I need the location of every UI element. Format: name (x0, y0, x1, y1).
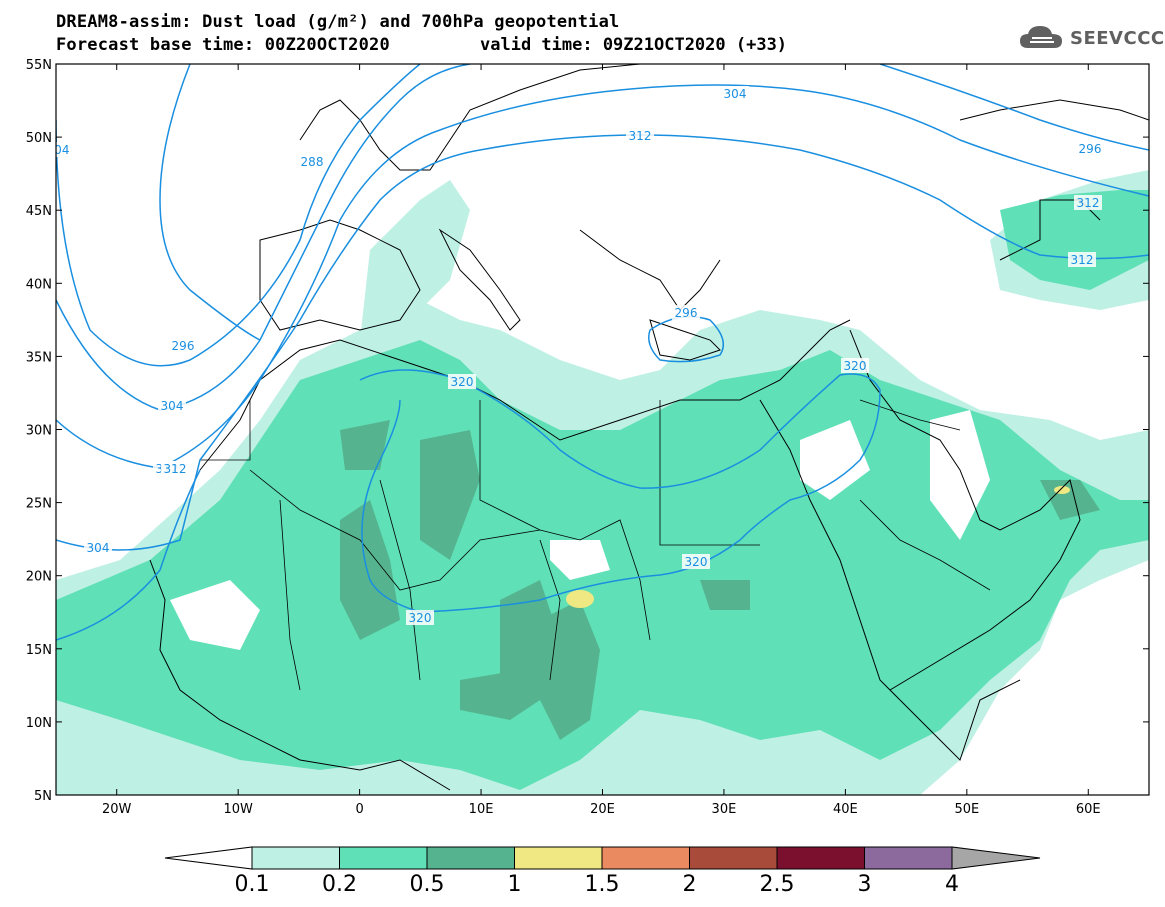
lat-label: 5N (34, 789, 52, 804)
lat-label: 25N (26, 497, 52, 512)
contour-label: 312 (1077, 196, 1100, 210)
contour-label: 296 (1079, 142, 1102, 156)
valid-time: valid time: 09Z21OCT2020 (+33) (480, 35, 788, 55)
colorbar-label: 4 (945, 872, 959, 897)
lat-label: 50N (26, 131, 52, 146)
contour-label-bg (56, 142, 72, 157)
lon-label: 10W (223, 802, 253, 817)
contour-label: 304 (161, 399, 184, 413)
logo-text: SEEVCCC (1070, 27, 1165, 49)
contour-label-bg (298, 154, 326, 169)
contour-label: 320 (685, 555, 708, 569)
contour-label: 312 (1071, 253, 1094, 267)
lon-label: 50E (954, 802, 979, 817)
contour-label-bg (169, 338, 197, 353)
geopotential-contours (56, 64, 1149, 641)
lat-label: 35N (26, 350, 52, 365)
contour-label-bg (1068, 252, 1096, 267)
contour-label-bg (841, 358, 869, 373)
lon-label: 30E (712, 802, 737, 817)
lon-label: 20W (102, 802, 132, 817)
lon-label: 10E (469, 802, 494, 817)
contour-label-bg (1074, 195, 1102, 210)
contour-label: 320 (451, 375, 474, 389)
colorbar-over-triangle (951, 846, 1041, 870)
lon-label: 20E (590, 802, 615, 817)
dust-level-0-5 (340, 420, 1100, 740)
colorbar-swatch (776, 846, 865, 870)
country-borders (200, 399, 991, 691)
colorbar-swatch (426, 846, 515, 870)
contour-label: 296 (172, 339, 195, 353)
contour-label: 304 (724, 87, 747, 101)
contour-label: 288 (301, 155, 324, 169)
contour-label-bg (84, 540, 112, 555)
lat-label: 20N (26, 570, 52, 585)
contour-label-bg (1076, 141, 1104, 156)
contour-label: 312 (629, 129, 652, 143)
lat-label: 40N (26, 277, 52, 292)
contour-label-bg (161, 461, 189, 476)
colorbar-label: 0.1 (235, 872, 270, 897)
lat-label: 55N (26, 58, 52, 73)
contour-label-group: 304 312 296 288 296 304 312 320 320 320 320 304 312 3… (47, 86, 1104, 625)
colorbar-label: 3 (858, 872, 872, 897)
contour-label: 312 (164, 462, 187, 476)
coastlines (149, 64, 1149, 791)
contour-label: 320 (409, 611, 432, 625)
colorbar-label: 0.2 (322, 872, 357, 897)
colorbar-label: 1 (508, 872, 522, 897)
lat-label: 45N (26, 204, 52, 219)
colorbar-swatch (601, 846, 690, 870)
forecast-base-time: Forecast base time: 00Z20OCT2020 (56, 35, 390, 55)
cloud-icon (1020, 26, 1062, 48)
lat-label: 10N (26, 716, 52, 731)
contour-label-bg (448, 374, 476, 389)
map-title: DREAM8-assim: Dust load (g/m²) and 700hP… (56, 12, 620, 32)
colorbar-label: 1.5 (585, 872, 620, 897)
contour-label-bg (406, 610, 434, 625)
colorbar-swatch (339, 846, 428, 870)
colorbar-label: 2 (683, 872, 697, 897)
contour-label-bg (158, 398, 186, 413)
colorbar-swatch (251, 846, 340, 870)
lon-label: 60E (1076, 802, 1101, 817)
colorbar-under-triangle (164, 846, 253, 870)
colorbar-label: 2.5 (760, 872, 795, 897)
lon-label: 0 (355, 802, 363, 817)
contour-label-bg (626, 128, 654, 143)
contour-label: 304 (87, 541, 110, 555)
latitude-labels: 55N 50N 45N 40N 35N 30N 25N 20N 15N 10N 5N (26, 58, 1149, 804)
contour-label: 296 (675, 306, 698, 320)
colorbar-swatch (689, 846, 778, 870)
colorbar-swatch (514, 846, 603, 870)
colorbar-label: 0.5 (410, 872, 445, 897)
contour-label-bg (721, 86, 749, 101)
seevccc-logo: SEEVCCC (1018, 22, 1165, 54)
lat-label: 15N (26, 643, 52, 658)
contour-label-bg (672, 305, 700, 320)
lon-label: 40E (833, 802, 858, 817)
colorbar: 0.1 0.2 0.5 1 1.5 2 2.5 3 4 (164, 846, 1041, 897)
longitude-labels: 20W 10W 0 10E 20E 30E 40E 50E 60E (102, 64, 1101, 817)
contour-label: 320 (844, 359, 867, 373)
contour-label: 304 (47, 143, 70, 157)
contour-label-bg (682, 554, 710, 569)
lat-label: 30N (26, 424, 52, 439)
colorbar-swatch (864, 846, 953, 870)
